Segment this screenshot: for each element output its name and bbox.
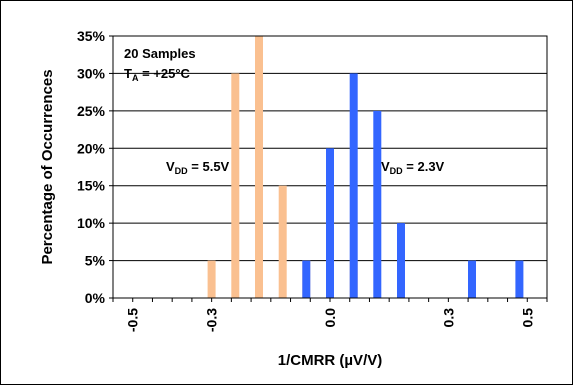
x-tick-label: -0.5 <box>125 308 141 332</box>
annotation-vdd-5-5: VDD = 5.5V <box>166 159 230 176</box>
annotation-vdd-2-3: VDD = 2.3V <box>381 159 445 176</box>
vdd-5-5-label: VDD = 5.5V <box>166 159 230 176</box>
x-tick-label: 0.5 <box>519 308 535 328</box>
y-tick-label: 5% <box>85 253 106 269</box>
x-tick-label: 0.0 <box>322 308 338 328</box>
bar-vdd-5-5 <box>231 73 240 299</box>
annotation-samples: 20 Samples <box>124 46 196 61</box>
annotation-temperature: TA = +25°C <box>124 66 191 83</box>
bar-vdd-2-3 <box>302 260 311 298</box>
x-tick-label: 0.3 <box>440 308 456 328</box>
bar-vdd-2-3 <box>468 260 476 298</box>
bars <box>207 36 524 299</box>
y-tick-label: 15% <box>77 178 106 194</box>
y-tick-label: 0% <box>85 290 106 306</box>
bar-vdd-2-3 <box>515 260 524 298</box>
bar-vdd-5-5 <box>255 36 263 298</box>
x-axis-ticks: -0.5 -0.3 0.0 0.3 0.5 <box>112 298 548 332</box>
y-axis-label: Percentage of Occurrences <box>39 69 56 264</box>
bar-vdd-2-3 <box>326 148 334 298</box>
bar-vdd-5-5 <box>207 260 216 298</box>
bar-vdd-2-3 <box>373 110 382 299</box>
temperature-label: TA = +25°C <box>124 66 191 83</box>
bar-vdd-2-3 <box>397 223 405 298</box>
x-axis-label: 1/CMRR (µV/V) <box>278 352 382 369</box>
y-tick-label: 25% <box>77 103 106 119</box>
vdd-2-3-label: VDD = 2.3V <box>381 159 445 176</box>
x-tick-label: -0.3 <box>204 308 220 332</box>
y-tick-label: 30% <box>77 65 106 81</box>
bar-vdd-2-3 <box>349 73 358 299</box>
y-tick-label: 10% <box>77 215 106 231</box>
y-axis-ticks: 0% 5% 10% 15% 20% 25% 30% 35% <box>77 28 113 306</box>
samples-label: 20 Samples <box>124 46 196 61</box>
y-tick-label: 20% <box>77 140 106 156</box>
y-tick-label: 35% <box>77 28 106 44</box>
bar-vdd-5-5 <box>278 185 287 298</box>
